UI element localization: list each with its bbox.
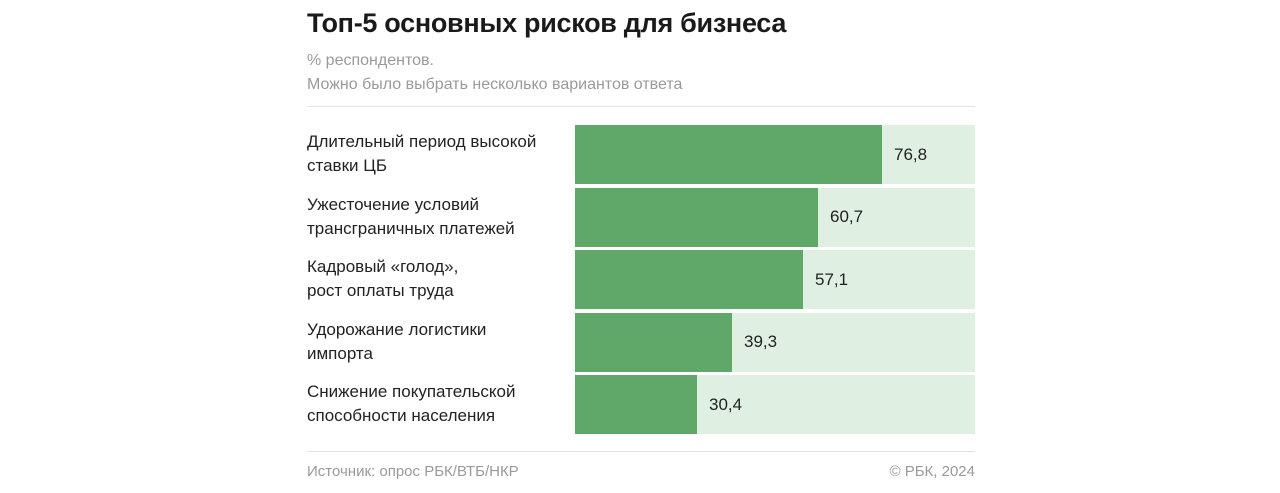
category-label-line: трансграничных платежей (307, 218, 515, 238)
category-label: Кадровый «голод», рост оплаты труда (307, 255, 567, 303)
subtitle-line-unit: % респондентов. (307, 52, 434, 69)
category-label: Удорожание логистики импорта (307, 318, 567, 366)
data-label: 30,4 (709, 394, 743, 414)
category-label-line: способности населения (307, 406, 496, 425)
category-label-line: Кадровый «голод», (307, 257, 459, 276)
bar (575, 375, 697, 434)
category-label-line: Удорожание логистики (307, 319, 487, 339)
bar (575, 125, 882, 184)
bar (575, 187, 818, 247)
category-label: Снижение покупательской способности насел… (307, 380, 567, 428)
chart-title: Топ-5 основных рисков для бизнеса (307, 8, 787, 38)
data-label: 76,8 (894, 144, 928, 164)
category-label-line: Длительный период высокой (307, 132, 537, 151)
category-label: Длительный период высокой ставки ЦБ (307, 130, 567, 178)
chart-subtitle: % респондентов. Можно было выбрать неско… (307, 49, 682, 97)
bar (575, 312, 732, 372)
category-label: Ужесточение условий трансграничных платеж… (307, 193, 567, 241)
data-label: 57,1 (815, 269, 849, 289)
copyright-note: © РБК, 2024 (889, 463, 975, 480)
category-label-line: Ужесточение условий (307, 194, 480, 214)
category-label-line: ставки ЦБ (307, 156, 387, 175)
subtitle-line-note: Можно было выбрать несколько вариантов о… (307, 76, 683, 93)
category-label-line: импорта (307, 343, 373, 363)
category-label-line: Снижение покупательской (307, 382, 516, 401)
data-label: 60,7 (830, 207, 864, 226)
bar (575, 250, 803, 309)
top-divider (307, 106, 975, 107)
source-note: Источник: опрос РБК/ВТБ/НКР (307, 463, 519, 480)
bottom-divider (307, 451, 975, 452)
category-label-line: рост оплаты труда (307, 281, 454, 300)
data-label: 39,3 (744, 332, 778, 351)
